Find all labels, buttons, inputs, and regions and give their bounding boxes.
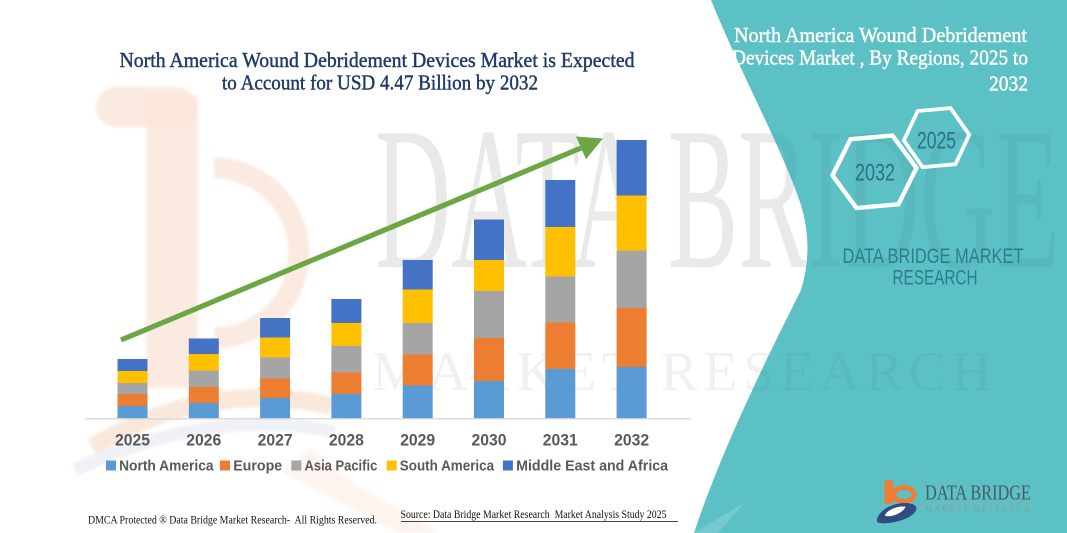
svg-text:2025: 2025 <box>917 128 956 155</box>
svg-text:Asia Pacific: Asia Pacific <box>305 458 378 474</box>
svg-text:DMCA Protected ® Data Bridge M: DMCA Protected ® Data Bridge Market Rese… <box>88 515 377 527</box>
svg-text:North America: North America <box>119 458 214 474</box>
svg-text:2032: 2032 <box>989 72 1028 96</box>
svg-text:2032: 2032 <box>614 431 649 450</box>
svg-text:North America Wound Debridemen: North America Wound Debridement Devices … <box>120 48 635 72</box>
svg-text:DATA BRIDGE MARKET: DATA BRIDGE MARKET <box>843 245 1024 268</box>
svg-text:2031: 2031 <box>543 431 578 450</box>
svg-text:Middle East and Africa: Middle East and Africa <box>516 458 669 474</box>
svg-text:South America: South America <box>400 458 495 474</box>
svg-text:2025: 2025 <box>115 431 150 450</box>
svg-text:Devices Market , By Regions, 2: Devices Market , By Regions, 2025 to <box>732 46 1028 70</box>
svg-text:North America Wound Debridemen: North America Wound Debridement <box>734 23 1027 47</box>
svg-text:MARKET RESEARCH: MARKET RESEARCH <box>926 505 1031 514</box>
svg-text:2029: 2029 <box>400 431 435 450</box>
svg-text:2027: 2027 <box>258 431 293 450</box>
svg-text:RESEARCH: RESEARCH <box>893 267 978 290</box>
svg-text:2026: 2026 <box>186 431 221 450</box>
svg-text:2030: 2030 <box>472 431 507 450</box>
svg-text:Source: Data Bridge Market Res: Source: Data Bridge Market Research Mark… <box>401 509 667 521</box>
svg-text:Europe: Europe <box>233 458 282 474</box>
svg-text:2028: 2028 <box>329 431 364 450</box>
svg-text:2032: 2032 <box>855 160 895 187</box>
svg-text:DATA BRIDGE: DATA BRIDGE <box>925 481 1031 505</box>
svg-text:to Account for USD 4.47 Billio: to Account for USD 4.47 Billion by 2032 <box>222 71 538 95</box>
